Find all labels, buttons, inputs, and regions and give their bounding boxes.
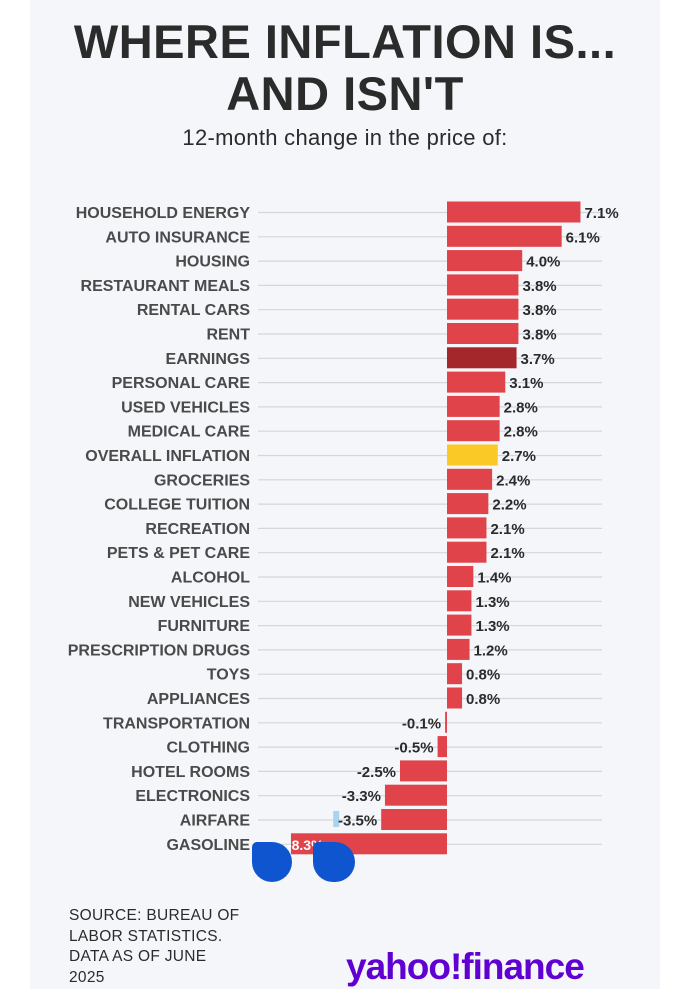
category-label: FURNITURE <box>158 618 251 635</box>
value-label: 0.8% <box>466 667 500 684</box>
value-label: -0.5% <box>394 740 433 757</box>
category-label: TOYS <box>207 667 251 684</box>
category-label: PRESCRIPTION DRUGS <box>68 642 251 659</box>
bar <box>447 298 519 320</box>
bar <box>447 590 472 612</box>
bar <box>381 809 447 830</box>
value-label: 0.8% <box>466 691 500 708</box>
category-label: NEW VEHICLES <box>128 594 250 611</box>
category-label: AIRFARE <box>180 813 251 830</box>
category-label: PERSONAL CARE <box>112 375 251 392</box>
bar <box>447 638 470 660</box>
category-label: CLOTHING <box>166 740 250 757</box>
value-label: 2.2% <box>492 497 526 514</box>
value-label: 2.7% <box>502 448 536 465</box>
value-label: 3.7% <box>521 351 555 368</box>
source-line: SOURCE: BUREAU OF <box>69 907 240 924</box>
bar <box>447 347 517 369</box>
category-label: COLLEGE TUITION <box>104 497 250 514</box>
value-label: 1.3% <box>475 594 509 611</box>
bar <box>447 663 463 685</box>
category-label: APPLIANCES <box>147 691 250 708</box>
value-label: 2.8% <box>504 399 538 416</box>
category-label: RESTAURANT MEALS <box>81 278 251 295</box>
category-label: EARNINGS <box>166 351 251 368</box>
bar <box>447 468 493 490</box>
bar <box>447 614 472 636</box>
value-label: 7.1% <box>584 205 618 222</box>
value-label: -2.5% <box>357 764 396 781</box>
bar <box>447 274 519 296</box>
source-line: LABOR STATISTICS. <box>69 927 223 945</box>
source-line: DATA AS OF JUNE <box>69 948 207 965</box>
airfare-marker <box>333 811 340 827</box>
value-label: 4.0% <box>526 254 560 271</box>
bar <box>447 420 500 442</box>
bar-chart: HOUSEHOLD ENERGY AUTO INSURANCE HOUSING RES… <box>68 201 619 855</box>
chart-title: WHERE INFLATION IS... AND ISN'T <box>30 16 660 120</box>
category-label: TRANSPORTATION <box>103 715 250 732</box>
category-label: HOUSEHOLD ENERGY <box>76 205 251 222</box>
bar <box>447 566 474 587</box>
title-line-2: AND ISN'T <box>226 67 464 120</box>
value-label: 1.3% <box>475 618 509 635</box>
value-label: 1.2% <box>474 642 508 659</box>
bar <box>447 250 523 272</box>
bar <box>447 444 498 466</box>
value-label: 3.8% <box>522 302 556 319</box>
value-label: 3.8% <box>522 327 556 344</box>
value-label: 2.4% <box>496 472 530 489</box>
bar <box>447 517 487 539</box>
value-label: 6.1% <box>566 229 600 246</box>
category-label: MEDICAL CARE <box>128 424 251 441</box>
title-line-1: WHERE INFLATION IS... <box>73 15 617 68</box>
bar <box>384 784 447 806</box>
bar <box>447 687 463 709</box>
bar <box>445 711 447 733</box>
category-label: OVERALL INFLATION <box>85 448 250 465</box>
category-label: RECREATION <box>145 521 250 538</box>
value-label: 2.1% <box>490 521 524 538</box>
bar <box>447 225 562 247</box>
bar <box>447 541 487 563</box>
source-line: 2025 <box>69 968 105 986</box>
category-label: GASOLINE <box>166 837 250 854</box>
category-label: AUTO INSURANCE <box>105 229 250 246</box>
value-label: -3.3% <box>342 788 381 805</box>
bar <box>447 493 489 515</box>
bar <box>437 736 447 758</box>
category-label: ALCOHOL <box>171 570 250 587</box>
yahoo-finance-logo: yahoo!finance <box>346 945 585 989</box>
category-label: RENTAL CARS <box>137 302 251 319</box>
chart-card <box>30 0 660 989</box>
value-label: 2.8% <box>504 424 538 441</box>
category-label: GROCERIES <box>154 472 250 489</box>
category-label: PETS & PET CARE <box>107 545 250 562</box>
category-label: USED VEHICLES <box>121 399 250 416</box>
bar <box>400 760 447 782</box>
overlay-blob <box>252 842 292 882</box>
overlay-blob <box>313 842 355 882</box>
value-label: -0.1% <box>402 715 441 732</box>
value-label: 2.1% <box>490 545 524 562</box>
bar <box>447 323 519 344</box>
bar <box>447 395 500 417</box>
bar <box>447 371 506 393</box>
logo-yahoo: yahoo! <box>346 946 462 987</box>
source-note: SOURCE: BUREAU OF LABOR STATISTICS. DATA… <box>69 906 269 988</box>
value-label: 3.8% <box>522 278 556 295</box>
category-label: RENT <box>206 327 250 344</box>
logo-finance: finance <box>461 946 585 987</box>
value-label: 1.4% <box>477 570 511 587</box>
chart-subtitle: 12-month change in the price of: <box>182 125 508 150</box>
category-label: HOUSING <box>175 254 250 271</box>
bar <box>447 201 581 223</box>
category-label: ELECTRONICS <box>135 788 250 805</box>
value-label: -3.5% <box>338 813 377 830</box>
category-label: HOTEL ROOMS <box>131 764 250 781</box>
value-label: 3.1% <box>509 375 543 392</box>
